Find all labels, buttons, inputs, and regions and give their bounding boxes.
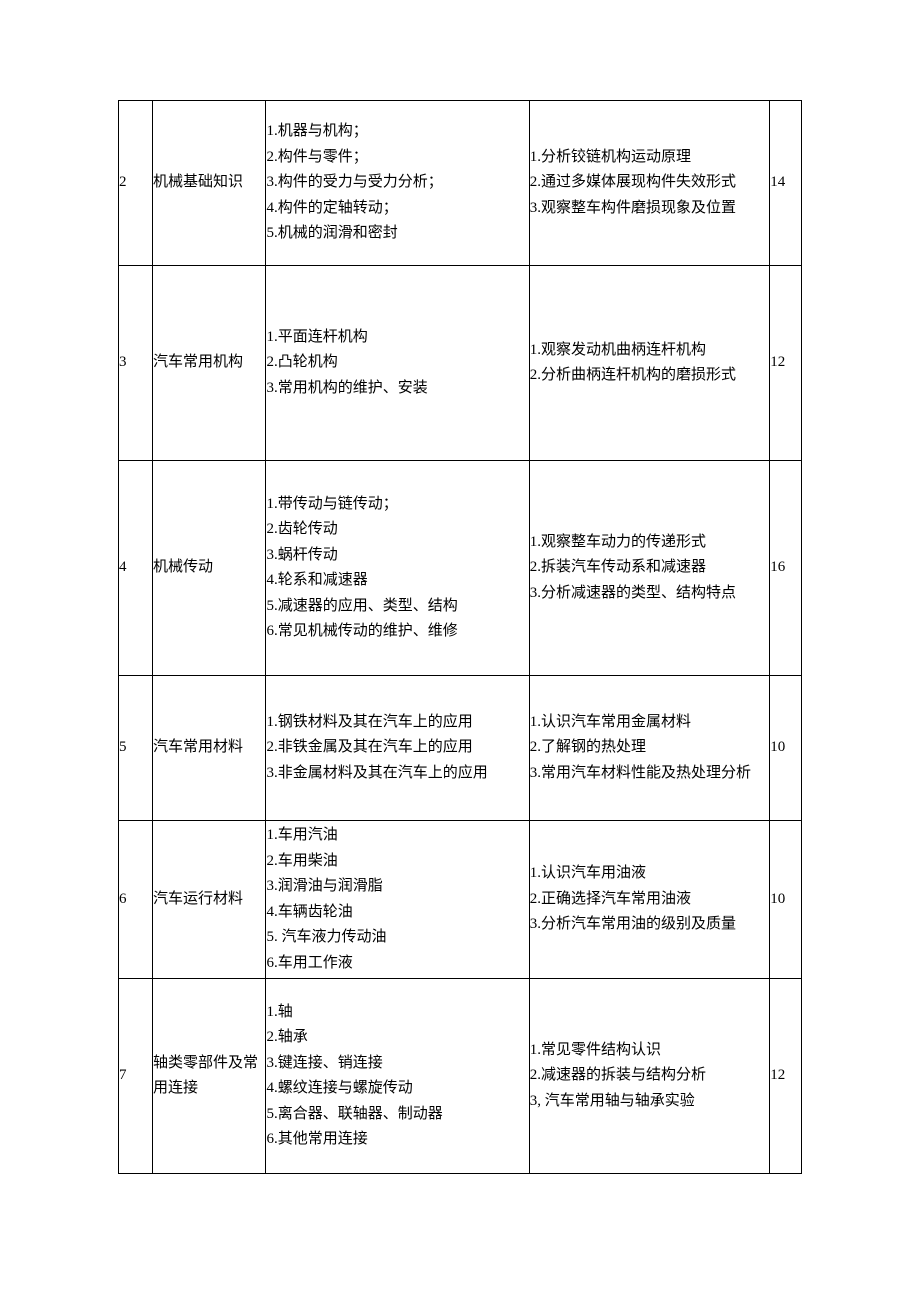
cell-hours: 10 [770,676,802,821]
cell-hours: 12 [770,979,802,1174]
table-row: 7轴类零部件及常用连接1.轴2.轴承3.键连接、销连接4.螺纹连接与螺旋传动5.… [119,979,802,1174]
cell-activity: 1.观察整车动力的传递形式2.拆装汽车传动系和减速器3.分析减速器的类型、结构特… [529,461,770,676]
cell-title: 汽车常用机构 [153,266,266,461]
cell-content: 1.带传动与链传动；2.齿轮传动3.蜗杆传动4.轮系和减速器5.减速器的应用、类… [266,461,529,676]
cell-hours: 14 [770,101,802,266]
cell-content: 1.钢铁材料及其在汽车上的应用2.非铁金属及其在汽车上的应用3.非金属材料及其在… [266,676,529,821]
cell-title: 机械基础知识 [153,101,266,266]
cell-activity: 1.常见零件结构认识2.减速器的拆装与结构分析3, 汽车常用轴与轴承实验 [529,979,770,1174]
cell-activity: 1.认识汽车用油液2.正确选择汽车常用油液3.分析汽车常用油的级别及质量 [529,821,770,979]
table-row: 2机械基础知识1.机器与机构；2.构件与零件；3.构件的受力与受力分析；4.构件… [119,101,802,266]
cell-content: 1.车用汽油2.车用柴油3.润滑油与润滑脂4.车辆齿轮油5. 汽车液力传动油6.… [266,821,529,979]
cell-title: 汽车常用材料 [153,676,266,821]
table-row: 6汽车运行材料1.车用汽油2.车用柴油3.润滑油与润滑脂4.车辆齿轮油5. 汽车… [119,821,802,979]
cell-activity: 1.分析铰链机构运动原理2.通过多媒体展现构件失效形式3.观察整车构件磨损现象及… [529,101,770,266]
cell-number: 3 [119,266,153,461]
cell-hours: 12 [770,266,802,461]
page-container: 2机械基础知识1.机器与机构；2.构件与零件；3.构件的受力与受力分析；4.构件… [0,0,920,1274]
cell-number: 4 [119,461,153,676]
table-row: 4机械传动1.带传动与链传动；2.齿轮传动3.蜗杆传动4.轮系和减速器5.减速器… [119,461,802,676]
cell-title: 机械传动 [153,461,266,676]
cell-number: 6 [119,821,153,979]
cell-content: 1.机器与机构；2.构件与零件；3.构件的受力与受力分析；4.构件的定轴转动；5… [266,101,529,266]
cell-title: 轴类零部件及常用连接 [153,979,266,1174]
cell-content: 1.平面连杆机构2.凸轮机构3.常用机构的维护、安装 [266,266,529,461]
cell-number: 2 [119,101,153,266]
cell-number: 5 [119,676,153,821]
cell-content: 1.轴2.轴承3.键连接、销连接4.螺纹连接与螺旋传动5.离合器、联轴器、制动器… [266,979,529,1174]
cell-hours: 10 [770,821,802,979]
curriculum-table: 2机械基础知识1.机器与机构；2.构件与零件；3.构件的受力与受力分析；4.构件… [118,100,802,1174]
cell-activity: 1.认识汽车常用金属材料2.了解钢的热处理3.常用汽车材料性能及热处理分析 [529,676,770,821]
cell-number: 7 [119,979,153,1174]
cell-title: 汽车运行材料 [153,821,266,979]
cell-hours: 16 [770,461,802,676]
table-row: 3汽车常用机构1.平面连杆机构2.凸轮机构3.常用机构的维护、安装1.观察发动机… [119,266,802,461]
cell-activity: 1.观察发动机曲柄连杆机构2.分析曲柄连杆机构的磨损形式 [529,266,770,461]
table-row: 5汽车常用材料1.钢铁材料及其在汽车上的应用2.非铁金属及其在汽车上的应用3.非… [119,676,802,821]
